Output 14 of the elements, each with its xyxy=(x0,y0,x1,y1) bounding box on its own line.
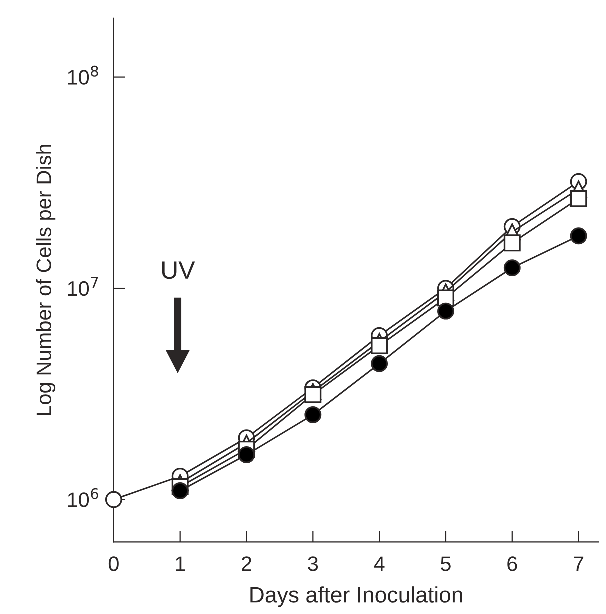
x-axis-title: Days after Inoculation xyxy=(250,586,462,608)
y-tick-label: 10$^{7}$ xyxy=(68,277,98,296)
y-axis-title: Log Number of Cells per Dish xyxy=(36,145,56,416)
y-tick-label: 10$^{6}$ xyxy=(68,488,98,508)
x-tick-label: 4 xyxy=(374,556,385,572)
annotation: UV xyxy=(162,262,196,280)
x-tick-label: 2 xyxy=(242,556,252,572)
x-tick-label: 0 xyxy=(108,556,119,572)
x-tick-label: 5 xyxy=(441,556,451,572)
x-tick-label: 1 xyxy=(176,556,186,572)
x-tick-label: 6 xyxy=(508,556,518,572)
x-tick-label: 3 xyxy=(308,556,318,572)
x-tick-label: 7 xyxy=(574,556,584,572)
y-tick-label: 10$^{8}$ xyxy=(68,66,98,85)
